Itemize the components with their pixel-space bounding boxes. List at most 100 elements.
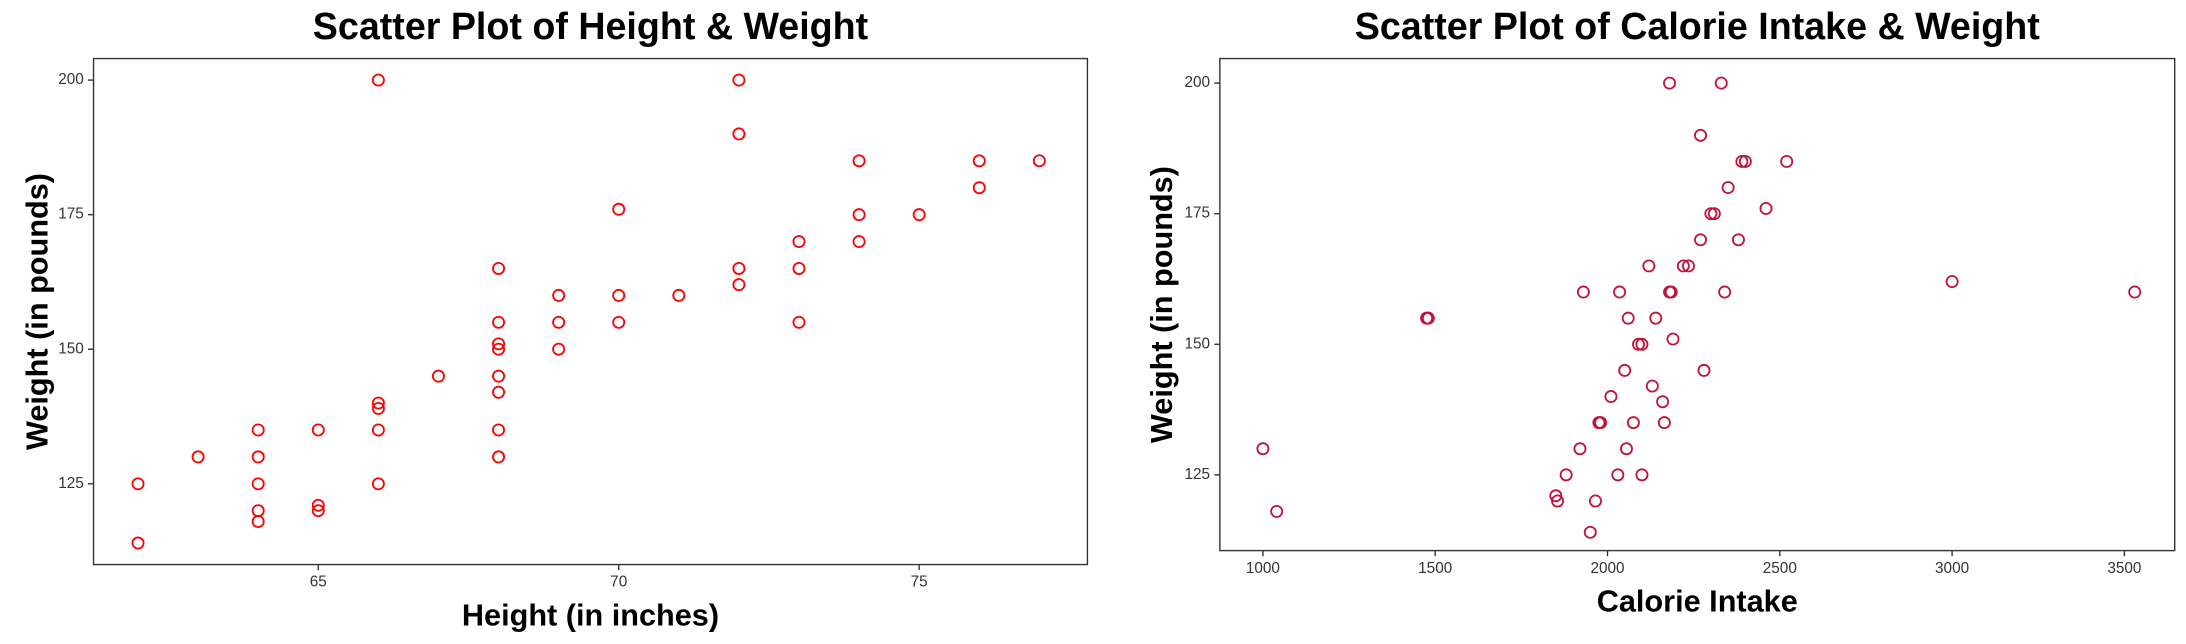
point — [1682, 259, 1695, 273]
x-tick-label: 1000 — [1246, 560, 1280, 577]
plot-panel — [92, 57, 1089, 566]
point — [1663, 76, 1677, 90]
point — [1759, 201, 1773, 215]
point — [612, 202, 626, 216]
point — [1621, 311, 1635, 325]
y-tick-label: 125 — [1185, 466, 1211, 483]
point — [1613, 285, 1627, 299]
point — [492, 315, 506, 329]
point — [492, 342, 506, 356]
point — [972, 154, 986, 168]
y-axis-label: Weight (in pounds) — [20, 173, 54, 450]
point — [1718, 285, 1732, 299]
point — [1632, 337, 1646, 351]
point — [251, 450, 265, 464]
point — [492, 369, 506, 383]
point — [1704, 207, 1718, 221]
x-axis-label: Calorie Intake — [1597, 585, 1798, 619]
point — [1573, 442, 1587, 456]
x-tick-label: 3500 — [2107, 560, 2141, 577]
point — [371, 396, 385, 410]
x-tick-label: 75 — [911, 574, 928, 591]
point — [1594, 416, 1608, 430]
point — [492, 385, 506, 399]
point — [612, 315, 626, 329]
point — [492, 337, 506, 351]
point — [1666, 332, 1680, 346]
point — [371, 477, 385, 491]
y-tick-label: 150 — [58, 340, 84, 357]
point — [672, 288, 686, 302]
point — [1945, 275, 1959, 289]
point — [552, 342, 566, 356]
point — [1738, 154, 1752, 168]
point — [1626, 416, 1640, 430]
point — [311, 504, 325, 518]
point — [732, 261, 746, 275]
point — [1611, 468, 1625, 482]
point — [1421, 311, 1435, 325]
point — [1635, 468, 1649, 482]
point — [732, 278, 746, 292]
point — [371, 401, 385, 415]
x-tick-label: 2000 — [1590, 560, 1624, 577]
point — [131, 536, 145, 550]
point — [1780, 154, 1794, 168]
x-tick-label: 3000 — [1935, 560, 1969, 577]
point — [1559, 468, 1573, 482]
point — [1635, 337, 1649, 351]
point — [732, 73, 746, 87]
point — [1588, 494, 1602, 508]
point — [792, 261, 806, 275]
point — [1721, 181, 1735, 195]
point — [1576, 285, 1590, 299]
point — [1707, 207, 1721, 221]
point — [1583, 525, 1597, 539]
y-tick-label: 150 — [1185, 335, 1211, 352]
point — [852, 208, 866, 222]
point — [1618, 363, 1632, 377]
point — [251, 423, 265, 437]
point — [792, 235, 806, 249]
point — [552, 315, 566, 329]
x-tick-label: 1500 — [1418, 560, 1452, 577]
point — [1676, 259, 1690, 273]
point — [1256, 442, 1270, 456]
y-axis-label: Weight (in pounds) — [1145, 166, 1179, 443]
point — [311, 423, 325, 437]
point — [131, 477, 145, 491]
chart-title: Scatter Plot of Height & Weight — [313, 5, 869, 47]
point — [1731, 233, 1745, 247]
point — [1664, 285, 1678, 299]
point — [251, 477, 265, 491]
y-tick-label: 125 — [58, 475, 84, 492]
point — [1642, 259, 1656, 273]
point — [1697, 363, 1711, 377]
chart-title: Scatter Plot of Calorie Intake & Weight — [1355, 5, 2041, 47]
y-tick-label: 175 — [1185, 205, 1211, 222]
point — [1270, 504, 1284, 518]
point — [732, 127, 746, 141]
point — [1604, 390, 1618, 403]
plot-panel — [1219, 57, 2176, 552]
point — [852, 235, 866, 249]
point — [492, 450, 506, 464]
point — [2128, 285, 2142, 299]
point — [612, 288, 626, 302]
point — [1657, 416, 1671, 430]
x-tick-label: 70 — [610, 574, 627, 591]
x-tick-label: 2500 — [1763, 560, 1797, 577]
point — [552, 288, 566, 302]
y-tick-label: 175 — [58, 206, 84, 223]
point — [912, 208, 926, 222]
point — [492, 423, 506, 437]
point — [371, 423, 385, 437]
point — [792, 315, 806, 329]
point — [1645, 379, 1659, 393]
point — [251, 504, 265, 518]
point — [1656, 395, 1670, 409]
point — [1649, 311, 1663, 325]
x-tick-label: 65 — [310, 574, 327, 591]
point — [431, 369, 445, 383]
